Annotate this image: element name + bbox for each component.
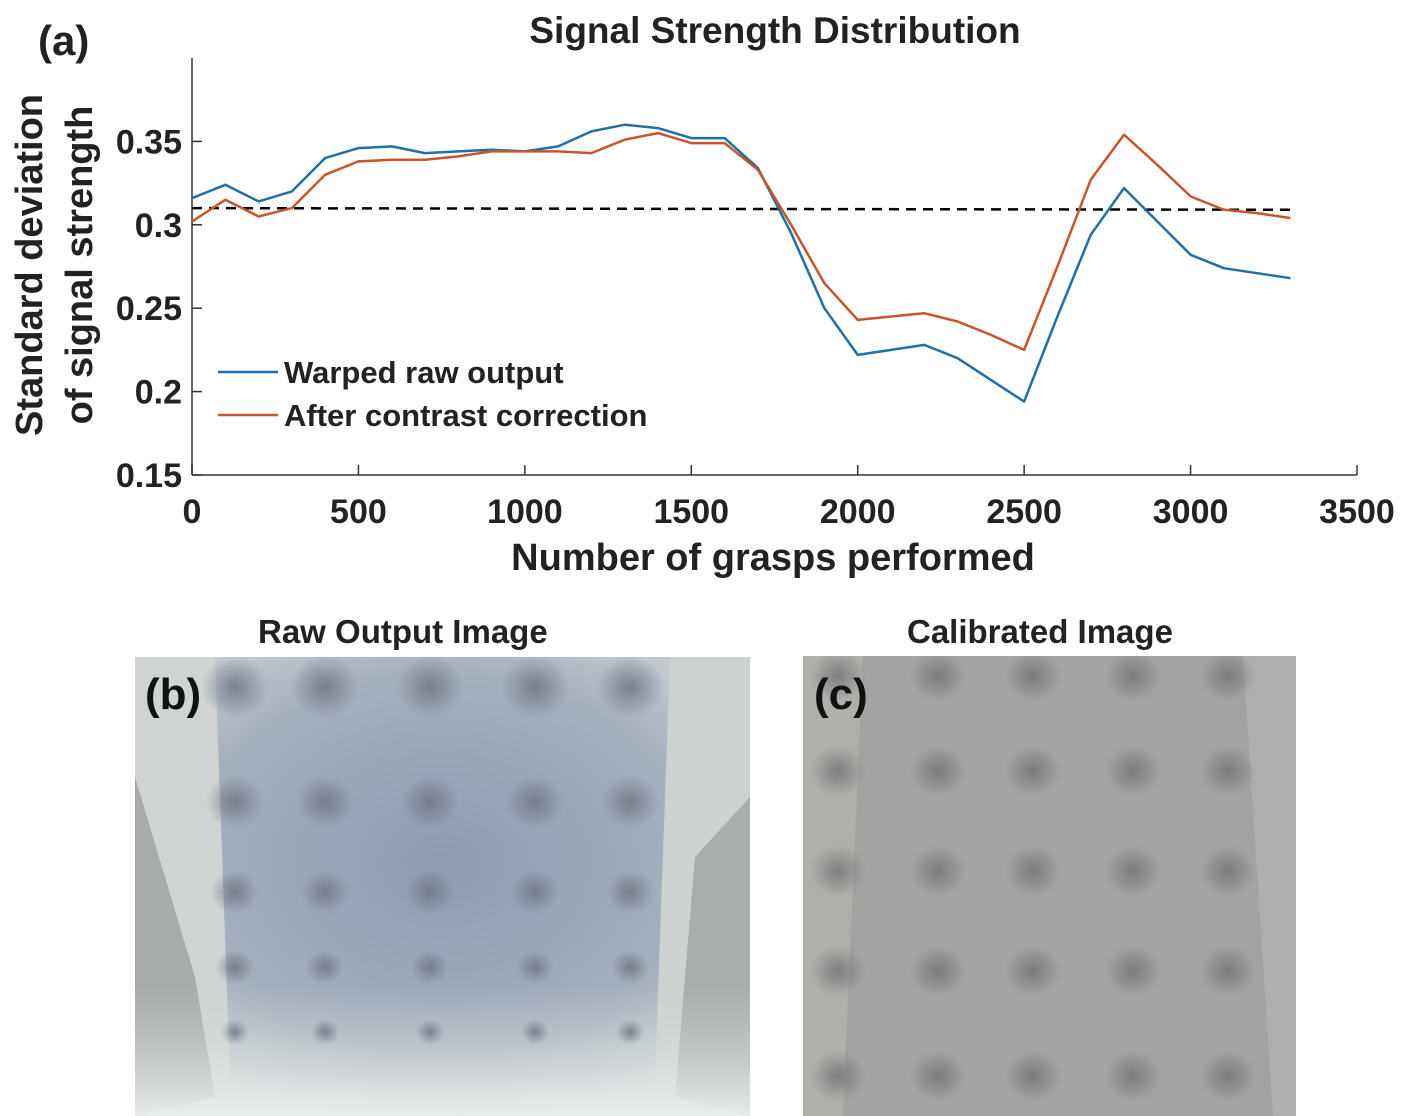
texture-marker	[1005, 656, 1061, 702]
texture-marker	[1105, 1050, 1161, 1102]
texture-marker	[406, 869, 454, 915]
y-tick-label: 0.35	[116, 123, 182, 161]
y-axis-label-line2: of signal strength	[59, 106, 101, 425]
texture-marker	[810, 745, 866, 797]
texture-marker	[296, 775, 354, 829]
y-tick-label: 0.15	[116, 457, 182, 495]
texture-marker	[616, 1019, 644, 1045]
texture-marker	[216, 949, 254, 985]
texture-marker	[1105, 656, 1161, 702]
calibrated-photo	[803, 656, 1296, 1116]
panel-c-title: Calibrated Image	[907, 613, 1173, 650]
texture-marker	[1105, 945, 1161, 997]
texture-marker	[201, 657, 269, 719]
y-tick-label: 0.2	[135, 374, 182, 412]
texture-marker	[596, 657, 664, 719]
panel-b-label: (b)	[145, 670, 202, 719]
x-tick-label: 500	[330, 493, 387, 531]
x-tick-label: 3000	[1153, 493, 1229, 531]
texture-marker	[416, 1019, 444, 1045]
texture-marker	[301, 869, 349, 915]
texture-marker	[1005, 745, 1061, 797]
legend-label: After contrast correction	[284, 398, 647, 433]
x-tick-label: 1500	[653, 493, 729, 531]
texture-marker	[910, 656, 966, 702]
texture-marker	[910, 1050, 966, 1102]
texture-marker	[1005, 845, 1061, 897]
texture-marker	[206, 775, 264, 829]
y-tick-label: 0.3	[135, 207, 182, 245]
texture-marker	[810, 845, 866, 897]
panel-c-label: (c)	[814, 670, 868, 719]
texture-marker	[810, 656, 866, 702]
y-axis-label-line1: Standard deviation	[9, 94, 51, 436]
texture-marker	[1200, 656, 1256, 702]
texture-marker	[501, 657, 569, 719]
texture-marker	[1200, 845, 1256, 897]
series-line-warped-raw-output	[191, 123, 1291, 403]
panel-b-title: Raw Output Image	[258, 613, 548, 650]
texture-marker	[1200, 945, 1256, 997]
texture-marker	[396, 657, 464, 719]
texture-marker	[211, 869, 259, 915]
chart-title: Signal Strength Distribution	[529, 10, 1020, 51]
texture-marker	[1005, 1050, 1061, 1102]
texture-marker	[910, 945, 966, 997]
x-tick-label: 0	[183, 493, 202, 531]
texture-marker	[221, 1019, 249, 1045]
x-tick-label: 2500	[986, 493, 1062, 531]
texture-marker	[1105, 745, 1161, 797]
texture-marker	[1200, 1050, 1256, 1102]
texture-marker	[401, 775, 459, 829]
texture-marker	[810, 945, 866, 997]
texture-marker	[516, 949, 554, 985]
panel-a-label: (a)	[38, 17, 89, 64]
texture-marker	[511, 869, 559, 915]
x-tick-label: 3500	[1319, 493, 1395, 531]
texture-marker	[521, 1019, 549, 1045]
texture-marker	[910, 745, 966, 797]
raw-output-photo	[135, 657, 750, 1116]
texture-marker	[810, 1050, 866, 1102]
reference-dashed-line	[191, 206, 1291, 212]
texture-marker	[411, 949, 449, 985]
texture-marker	[606, 869, 654, 915]
texture-marker	[1200, 745, 1256, 797]
texture-marker	[311, 1019, 339, 1045]
texture-marker	[306, 949, 344, 985]
x-axis-label: Number of grasps performed	[511, 537, 1035, 579]
series-line-after-contrast-correction	[191, 131, 1291, 352]
texture-marker	[910, 845, 966, 897]
texture-marker	[1005, 945, 1061, 997]
texture-marker	[601, 775, 659, 829]
x-tick-label: 2000	[820, 493, 896, 531]
legend-label: Warped raw output	[284, 355, 564, 390]
y-tick-label: 0.25	[116, 290, 182, 328]
x-tick-label: 1000	[487, 493, 563, 531]
line-chart: 0 500 1000 1500 2000 2500 3000 3500 0.15 0.2 0.25 0…	[9, 10, 1395, 579]
texture-marker	[291, 657, 359, 719]
texture-marker	[506, 775, 564, 829]
texture-marker	[1105, 845, 1161, 897]
texture-marker	[611, 949, 649, 985]
